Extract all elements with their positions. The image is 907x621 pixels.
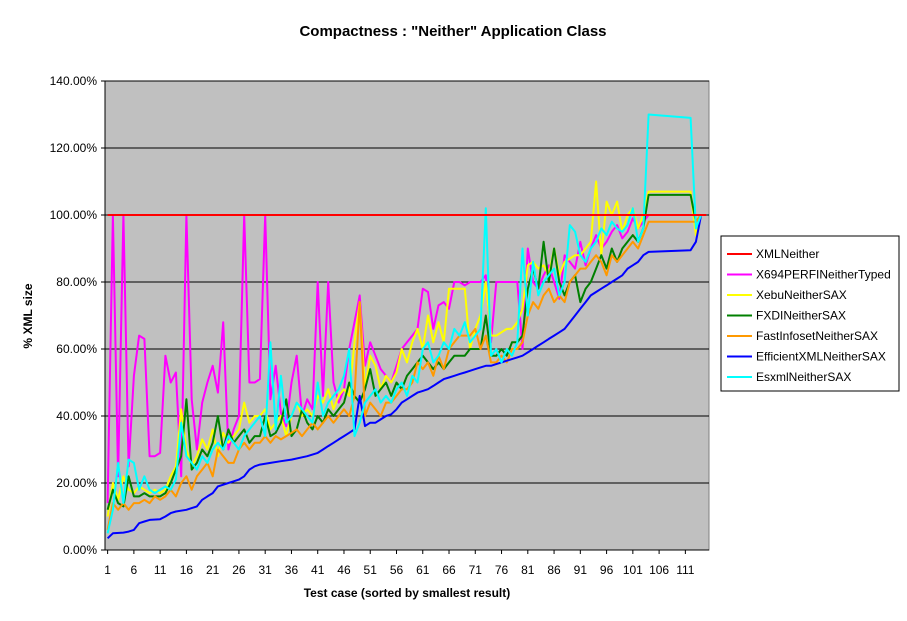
x-tick-label: 66 [442,563,456,577]
x-tick-label: 16 [180,563,194,577]
y-axis-title: % XML size [21,283,35,348]
x-tick-label: 11 [154,563,167,577]
x-tick-label: 6 [131,563,138,577]
x-tick-label: 81 [521,563,535,577]
y-tick-label: 80.00% [56,275,97,289]
y-tick-label: 100.00% [50,208,98,222]
x-tick-label: 106 [649,563,669,577]
series-line-EsxmlNeitherSAX [106,113,707,534]
x-tick-label: 46 [337,563,351,577]
x-tick-label: 91 [574,563,588,577]
legend-label: FastInfosetNeitherSAX [756,329,878,343]
x-tick-label: 31 [259,563,273,577]
chart-title: Compactness : "Neither" Application Clas… [299,23,606,40]
y-tick-label: 120.00% [50,141,98,155]
y-tick-label: 0.00% [63,543,97,557]
legend-label: EfficientXMLNeitherSAX [756,350,886,364]
legend: XMLNeither X694PERFINeitherTyped XebuNeith… [720,235,900,392]
series-line-FastInfosetNeitherSAX [106,214,707,531]
y-tick-label: 40.00% [56,409,97,423]
legend-label: XMLNeither [756,247,819,261]
legend-box [720,235,900,392]
x-tick-label: 76 [495,563,509,577]
legend-label: XebuNeitherSAX [756,288,847,302]
x-tick-label: 41 [311,563,325,577]
x-tick-label: 101 [623,563,643,577]
x-tick-label: 86 [547,563,561,577]
x-tick-label: 36 [285,563,299,577]
x-axis-ticks: 1 6 11 16 21 26 31 36 41 46 51 56 61 66 71 76 81 86 91 96 10… [104,550,695,577]
legend-label: EsxmlNeitherSAX [756,370,851,384]
x-tick-label: 51 [364,563,378,577]
plot-area [104,80,710,551]
legend-label: X694PERFINeitherTyped [756,268,891,282]
x-tick-label: 96 [600,563,614,577]
x-tick-label: 71 [469,563,483,577]
series-line-X694PERFINeitherTyped [106,214,707,504]
y-tick-label: 60.00% [56,342,97,356]
y-tick-label: 140.00% [50,74,98,88]
series-line-FXDINeitherSAX [106,193,707,511]
x-tick-label: 1 [104,563,111,577]
x-tick-label: 21 [206,563,220,577]
x-tick-label: 111 [676,563,695,577]
y-axis-ticks: 0.00% 20.00% 40.00% 60.00% 80.00% 100.00% 120.… [50,74,105,557]
x-tick-label: 61 [416,563,430,577]
x-tick-label: 56 [390,563,404,577]
series-lines [106,113,707,540]
series-line-EfficientXMLNeitherSAX [106,214,707,540]
legend-label: FXDINeitherSAX [756,309,846,323]
y-tick-label: 20.00% [56,476,97,490]
x-tick-label: 26 [232,563,246,577]
x-axis-title: Test case (sorted by smallest result) [304,586,511,600]
series-line-XebuNeitherSAX [106,180,707,517]
